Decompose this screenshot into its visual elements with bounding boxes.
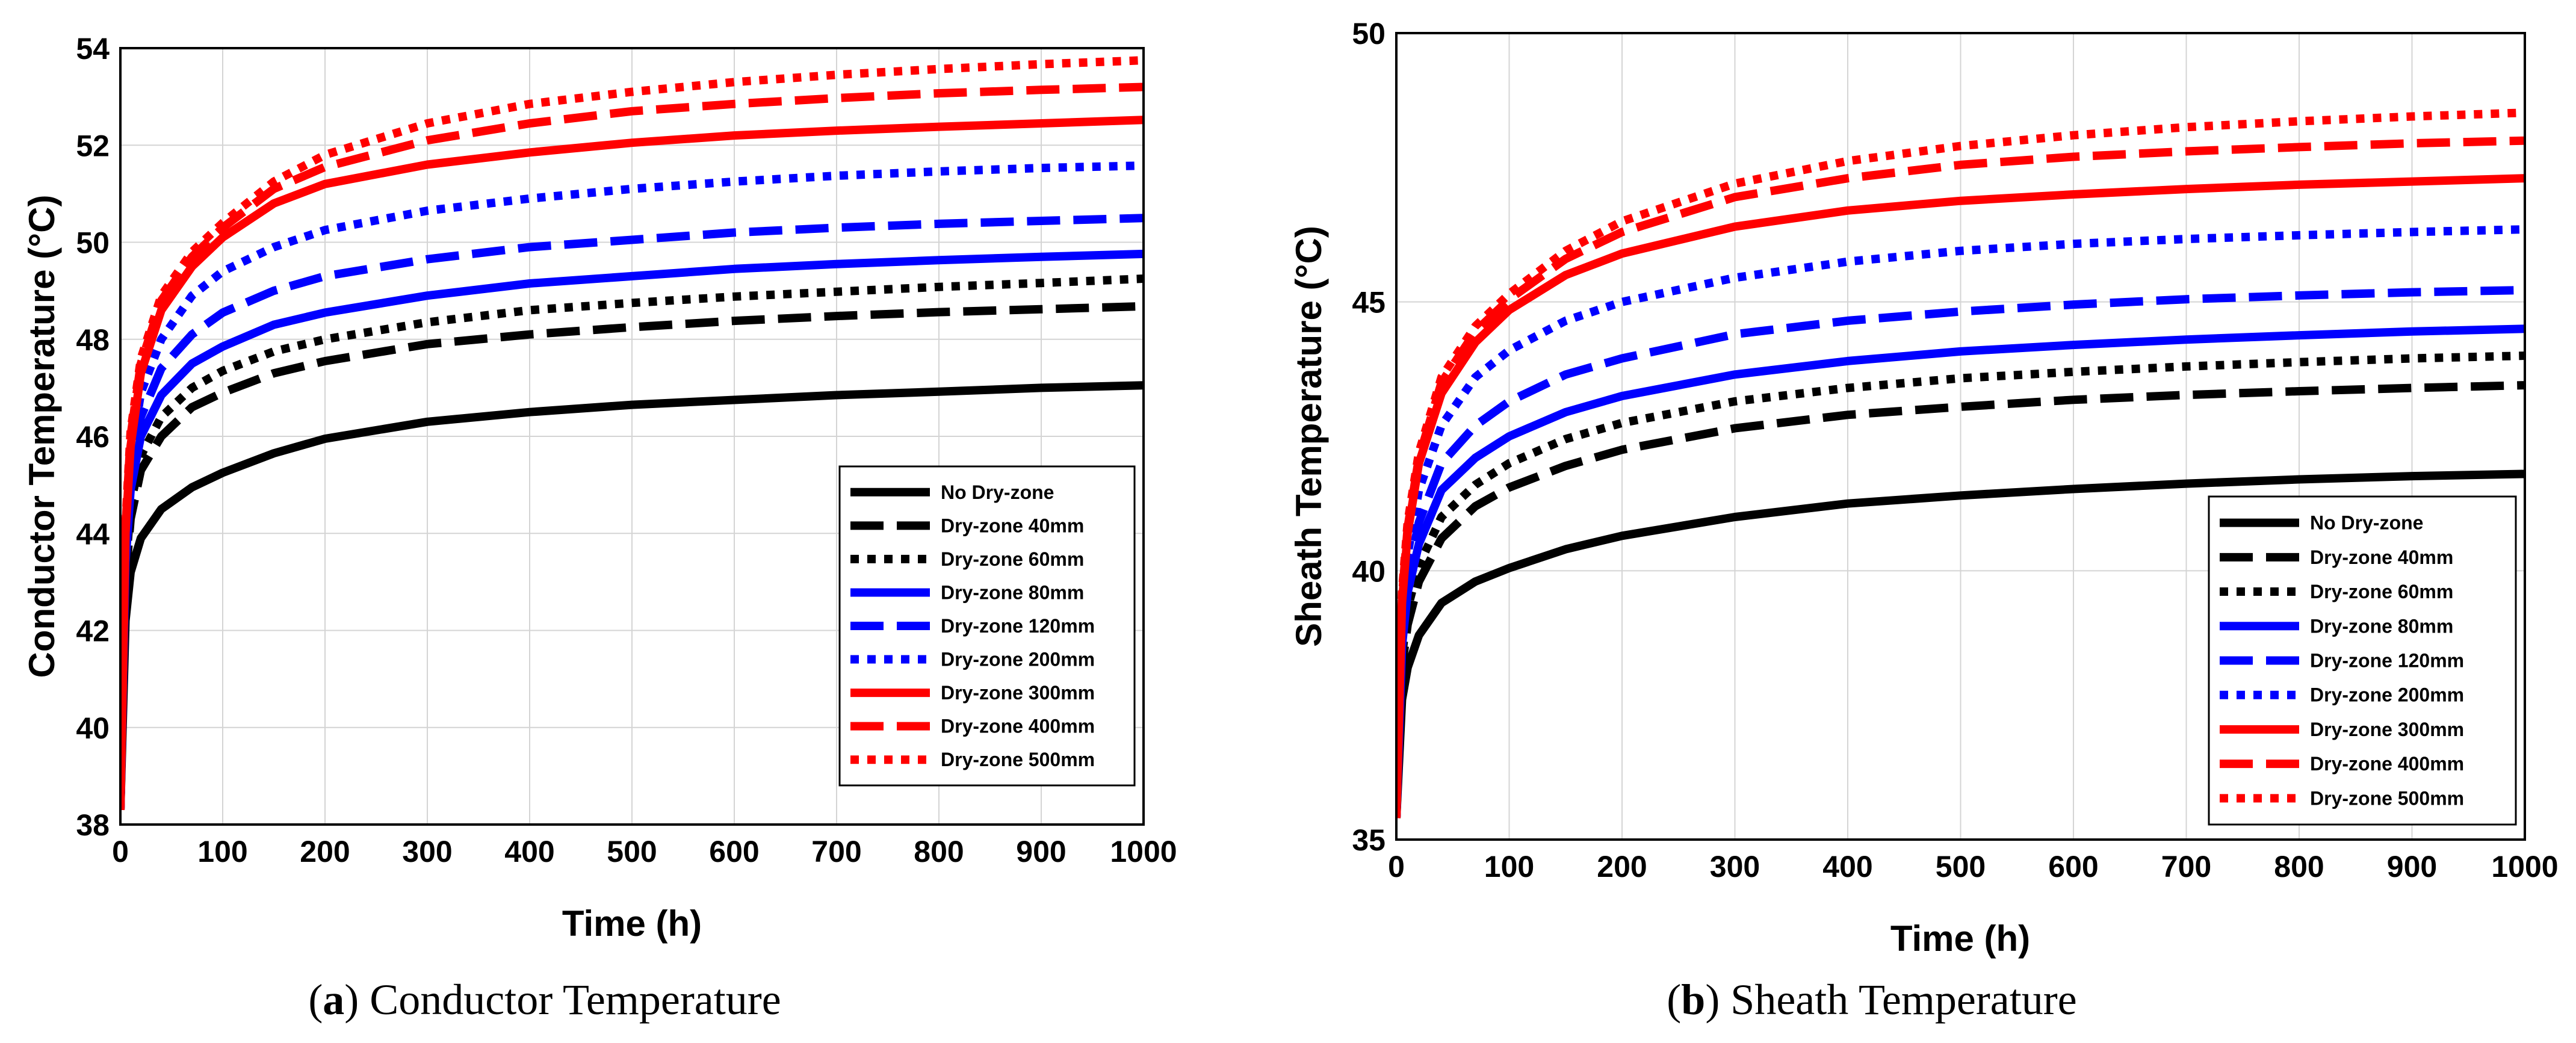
- legend-label: Dry-zone 120mm: [2310, 650, 2464, 672]
- x-tick-label: 0: [1388, 850, 1405, 884]
- x-tick-label: 400: [1822, 850, 1872, 884]
- legend: No Dry-zone Dry-zone 40mm Dry-zone 60mm Dry…: [838, 465, 1136, 787]
- y-tick-label: 42: [76, 614, 110, 648]
- y-tick-label: 38: [76, 808, 110, 842]
- sheath-temperature-chart: 0 100 200 300 400 500 600 700 800 900 1000 35 40 45 50…: [1289, 17, 2559, 959]
- series-line: [1396, 351, 2525, 819]
- tick-labels: 0 100 200 300 400 500 600 700 800 900 1000 35 40 45 50: [1352, 17, 2558, 884]
- caption-a: (a) Conductor Temperature: [308, 976, 781, 1024]
- y-tick-label: 50: [1352, 17, 1386, 51]
- y-tick-label: 40: [76, 711, 110, 745]
- x-tick-label: 600: [709, 835, 759, 868]
- tick-labels: 0 100 200 300 400 500 600 700 800 900 1000 38 40 42 44…: [76, 32, 1177, 868]
- series-group: [1396, 108, 2525, 819]
- x-tick-label: 200: [1597, 850, 1647, 884]
- series-line: [120, 56, 1144, 810]
- series-line: [120, 116, 1144, 810]
- x-tick-label: 400: [504, 835, 554, 868]
- legend-label: Dry-zone 500mm: [2310, 787, 2464, 809]
- x-tick-label: 300: [402, 835, 452, 868]
- y-tick-label: 44: [76, 517, 110, 551]
- legend-label: Dry-zone 500mm: [941, 749, 1095, 770]
- caption-b: (b) Sheath Temperature: [1667, 976, 2076, 1024]
- x-tick-label: 700: [2161, 850, 2211, 884]
- series-line: [1396, 469, 2525, 819]
- y-axis-label: Sheath Temperature (°C): [1289, 226, 1329, 647]
- x-tick-label: 800: [914, 835, 964, 868]
- legend: No Dry-zone Dry-zone 40mm Dry-zone 60mm Dry…: [2208, 495, 2517, 826]
- legend-label: Dry-zone 80mm: [2310, 615, 2453, 637]
- legend-label: Dry-zone 40mm: [941, 515, 1084, 536]
- x-tick-label: 800: [2274, 850, 2324, 884]
- legend-label: Dry-zone 400mm: [2310, 753, 2464, 775]
- caption-b-text: Sheath Temperature: [1730, 976, 2076, 1024]
- caption-b-label: b: [1681, 976, 1705, 1024]
- y-tick-label: 50: [76, 226, 110, 260]
- x-tick-label: 1000: [1110, 835, 1177, 868]
- y-tick-label: 52: [76, 129, 110, 162]
- x-tick-label: 100: [1484, 850, 1534, 884]
- legend-label: Dry-zone 400mm: [941, 716, 1095, 737]
- x-axis-label: Time (h): [1890, 918, 2030, 959]
- legend-label: Dry-zone 200mm: [941, 649, 1095, 670]
- legend-label: Dry-zone 200mm: [2310, 684, 2464, 706]
- y-tick-label: 35: [1352, 823, 1386, 857]
- conductor-temperature-chart: 0 100 200 300 400 500 600 700 800 900 1000 38 40 42 44…: [22, 32, 1177, 944]
- x-tick-label: 200: [300, 835, 350, 868]
- x-tick-label: 600: [2048, 850, 2098, 884]
- plot-frame: [119, 47, 1145, 826]
- legend-label: Dry-zone 120mm: [941, 615, 1095, 637]
- series-line: [1396, 381, 2525, 819]
- y-tick-label: 48: [76, 323, 110, 357]
- y-tick-label: 45: [1352, 286, 1386, 320]
- legend-label: Dry-zone 60mm: [2310, 581, 2453, 602]
- x-tick-label: 0: [112, 835, 129, 868]
- x-tick-label: 900: [1016, 835, 1066, 868]
- legend-label: No Dry-zone: [941, 481, 1054, 503]
- caption-a-text: Conductor Temperature: [370, 976, 781, 1024]
- plot-frame: [1395, 32, 2526, 841]
- y-axis-label: Conductor Temperature (°C): [22, 195, 62, 678]
- legend-box: [2208, 495, 2517, 826]
- series-line: [1396, 286, 2525, 819]
- series-line: [1396, 108, 2525, 819]
- series-line: [120, 381, 1144, 810]
- x-tick-label: 700: [811, 835, 861, 868]
- x-tick-label: 1000: [2491, 850, 2558, 884]
- legend-box: [838, 465, 1136, 787]
- y-tick-label: 54: [76, 32, 110, 66]
- x-tick-label: 100: [197, 835, 247, 868]
- legend-label: Dry-zone 60mm: [941, 548, 1084, 570]
- x-axis-label: Time (h): [562, 903, 702, 944]
- x-tick-label: 500: [607, 835, 657, 868]
- legend-label: Dry-zone 40mm: [2310, 546, 2453, 568]
- legend-label: Dry-zone 300mm: [2310, 719, 2464, 740]
- y-tick-label: 40: [1352, 554, 1386, 588]
- x-tick-label: 300: [1710, 850, 1760, 884]
- legend-label: No Dry-zone: [2310, 512, 2423, 534]
- caption-a-label: a: [323, 976, 344, 1024]
- x-tick-label: 900: [2387, 850, 2437, 884]
- series-group: [120, 56, 1144, 810]
- legend-label: Dry-zone 80mm: [941, 581, 1084, 603]
- x-tick-label: 500: [1936, 850, 1986, 884]
- y-tick-label: 46: [76, 420, 110, 454]
- legend-label: Dry-zone 300mm: [941, 682, 1095, 704]
